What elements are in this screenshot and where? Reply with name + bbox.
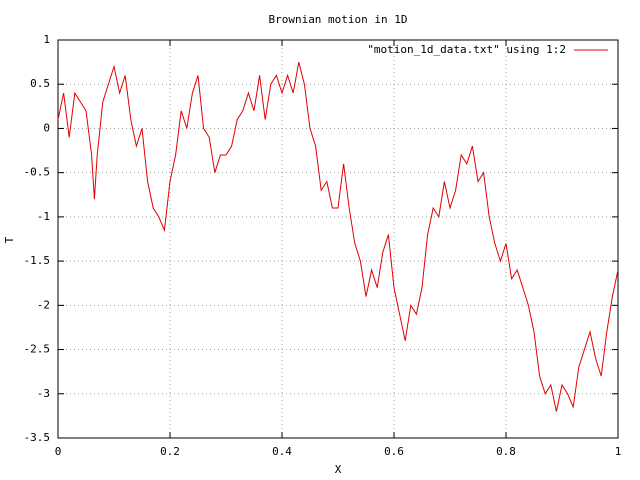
y-tick-label: -2.5 xyxy=(24,343,51,356)
y-axis-label: T xyxy=(3,236,16,243)
x-tick-label: 0.8 xyxy=(496,445,516,458)
y-tick-label: -1.5 xyxy=(24,254,51,267)
chart-title: Brownian motion in 1D xyxy=(268,13,407,26)
y-tick-label: 0.5 xyxy=(30,77,50,90)
series-line xyxy=(57,61,619,412)
plot-frame xyxy=(57,39,619,439)
x-tick-label: 0.6 xyxy=(384,445,404,458)
x-tick-label: 0 xyxy=(55,445,62,458)
x-tick-label: 0.4 xyxy=(272,445,292,458)
x-axis-label: X xyxy=(335,463,342,476)
x-tick-label: 0.2 xyxy=(160,445,180,458)
y-tick-label: 0 xyxy=(43,121,50,134)
y-tick-label: -3 xyxy=(37,387,50,400)
y-tick-label: -3.5 xyxy=(24,431,51,444)
y-tick-label: 1 xyxy=(43,33,50,46)
x-tick-label: 1 xyxy=(615,445,622,458)
y-tick-label: -2 xyxy=(37,298,50,311)
y-tick-label: -0.5 xyxy=(24,166,51,179)
legend-label: "motion_1d_data.txt" using 1:2 xyxy=(367,43,566,56)
y-tick-label: -1 xyxy=(37,210,50,223)
